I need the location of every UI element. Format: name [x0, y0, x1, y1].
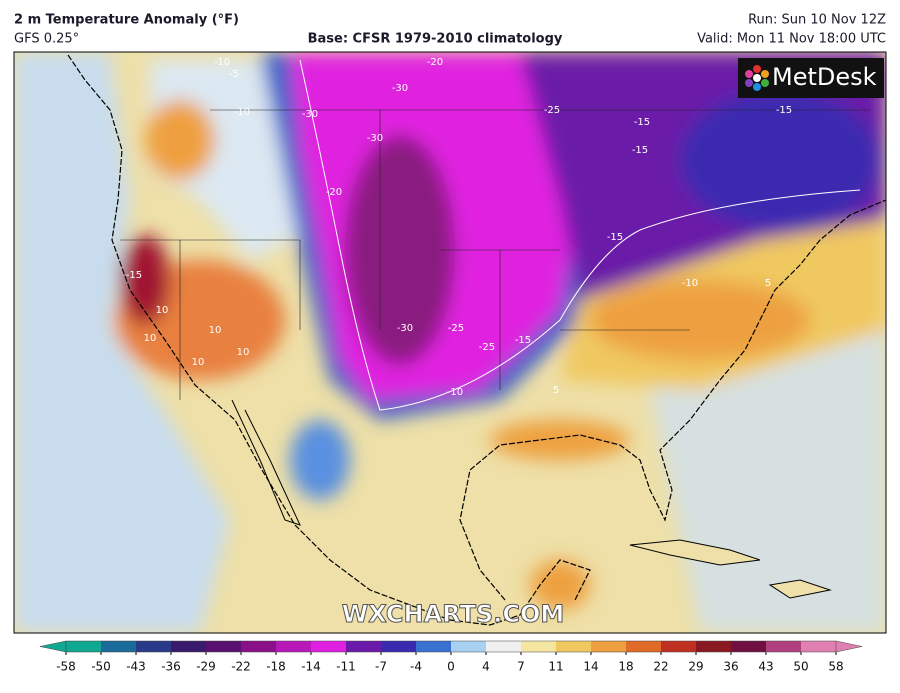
contour-label: -30 — [397, 323, 413, 334]
colorbar-label: 29 — [688, 660, 703, 674]
colorbar-label: -22 — [231, 660, 251, 674]
map: -10-5-20-30-30 -25-15-15-30-20-15-10-10 5-… — [14, 52, 886, 633]
contour-label: -15 — [634, 117, 650, 128]
colorbar-outline — [65, 640, 837, 653]
colorbar-label: -18 — [266, 660, 286, 674]
colorbar-segment — [661, 641, 697, 652]
contour-label: -25 — [448, 323, 464, 334]
colorbar-segment — [276, 641, 312, 652]
colorbar-segment — [416, 641, 452, 652]
contour-label: -10 — [447, 387, 463, 398]
colorbar-segment — [626, 641, 662, 652]
colorbar-label: 36 — [723, 660, 738, 674]
contour-label: 5 — [553, 385, 559, 396]
colorbar-label: -29 — [196, 660, 216, 674]
colorbar-segment — [766, 641, 802, 652]
colorbar-end — [835, 640, 863, 653]
contour-label: -20 — [326, 187, 342, 198]
contour-label: -10 — [214, 57, 230, 68]
contour-label: -30 — [367, 133, 383, 144]
colorbar-label: 58 — [828, 660, 843, 674]
colorbar-segment — [171, 641, 207, 652]
colorbar-segment — [136, 641, 172, 652]
model: GFS 0.25° — [14, 32, 79, 47]
map-frame — [13, 51, 887, 634]
contour-label: -30 — [302, 109, 318, 120]
contour-label: -30 — [392, 83, 408, 94]
contour-label: -15 — [607, 232, 623, 243]
contour-label: 10 — [192, 357, 205, 368]
contour-label: -15 — [776, 105, 792, 116]
valid: Valid: Mon 11 Nov 18:00 UTC — [697, 32, 886, 47]
run: Run: Sun 10 Nov 12Z — [748, 13, 886, 28]
contour-label: -10 — [234, 107, 250, 118]
contour-label: 10 — [156, 305, 169, 316]
colorbar-label: 7 — [517, 660, 525, 674]
colorbar-label: 14 — [583, 660, 598, 674]
contour-label: -15 — [632, 145, 648, 156]
colorbar-segment — [521, 641, 557, 652]
colorbar-label: 18 — [618, 660, 633, 674]
colorbar-segment — [311, 641, 347, 652]
colorbar-segment — [696, 641, 732, 652]
colorbar-label: -36 — [161, 660, 181, 674]
contour-label: -25 — [544, 105, 560, 116]
contour-label: 5 — [765, 278, 771, 289]
colorbar-label: -50 — [91, 660, 111, 674]
logo-icon — [745, 65, 769, 91]
colorbar-label: -4 — [410, 660, 422, 674]
colorbar-segment — [101, 641, 137, 652]
colorbar-segment — [731, 641, 767, 652]
colorbar-segment — [486, 641, 522, 652]
contour-label: -25 — [479, 342, 495, 353]
title: 2 m Temperature Anomaly (°F) — [14, 13, 239, 28]
colorbar-segment — [381, 641, 417, 652]
colorbar-label: -58 — [56, 660, 76, 674]
contour-label: -20 — [427, 57, 443, 68]
colorbar-segment — [451, 641, 487, 652]
colorbar-label: 43 — [758, 660, 773, 674]
contour-label: -15 — [126, 270, 142, 281]
colorbar-label: 0 — [447, 660, 455, 674]
colorbar-segment — [346, 641, 382, 652]
contour-label: 10 — [209, 325, 222, 336]
colorbar-segment — [66, 641, 102, 652]
colorbar: -58 -50 -43 -36 -29 -22 -18 -14 -11 -7 -4 0 4 7 11 14 18… — [39, 640, 863, 674]
colorbar-label: 22 — [653, 660, 668, 674]
colorbar-segment — [801, 641, 837, 652]
colorbar-segment — [206, 641, 242, 652]
contour-label: -10 — [682, 278, 698, 289]
colorbar-label: -14 — [301, 660, 321, 674]
colorbar-label: 4 — [482, 660, 490, 674]
colorbar-segment — [241, 641, 277, 652]
contour-label: 10 — [237, 347, 250, 358]
watermark: WXCHARTS.COM — [342, 600, 564, 628]
logo-text: MetDesk — [772, 63, 877, 91]
colorbar-segment — [556, 641, 592, 652]
colorbar-label: -43 — [126, 660, 146, 674]
contour-label: -15 — [515, 335, 531, 346]
colorbar-label: 50 — [793, 660, 808, 674]
colorbar-label: -11 — [336, 660, 356, 674]
colorbar-label: -7 — [375, 660, 387, 674]
colorbar-label: 11 — [548, 660, 563, 674]
colorbar-segment — [591, 641, 627, 652]
contour-label: -5 — [229, 69, 239, 80]
logo-box — [738, 58, 884, 98]
base: Base: CFSR 1979-2010 climatology — [308, 32, 563, 47]
contour-label: 10 — [144, 333, 157, 344]
colorbar-end — [39, 640, 67, 653]
